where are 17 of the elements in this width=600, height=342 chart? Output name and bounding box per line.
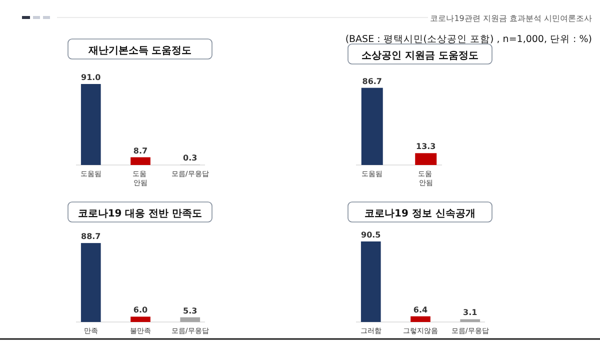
- text: 코로나19관련 지원금 효과분석 시민여론조사: [430, 14, 592, 23]
- text: (BASE : 평택시민(소상공인 포함) , n=1,000, 단위 : %): [345, 34, 592, 45]
- data-label: 86.7: [362, 76, 382, 86]
- data-label: 6.4: [413, 305, 428, 314]
- data-label: 0.3: [183, 154, 198, 163]
- chart-title: 재난기본소득 도움정도: [87, 46, 192, 56]
- data-label: 88.7: [81, 232, 101, 242]
- data-label: 13.3: [416, 142, 436, 152]
- data-label: 90.5: [361, 230, 382, 240]
- chart-title: 코로나19 정보 신속공개: [364, 208, 476, 220]
- data-label: 3.1: [463, 308, 478, 318]
- data-label: 5.3: [183, 306, 198, 316]
- chart-title: 소상공인 지원금 도움정도: [362, 50, 478, 62]
- data-label: 6.0: [133, 306, 148, 315]
- chart-title: 코로나19 대응 전반 만족도: [78, 208, 202, 220]
- data-label: 8.7: [133, 146, 148, 156]
- data-label: 91.0: [81, 73, 102, 82]
